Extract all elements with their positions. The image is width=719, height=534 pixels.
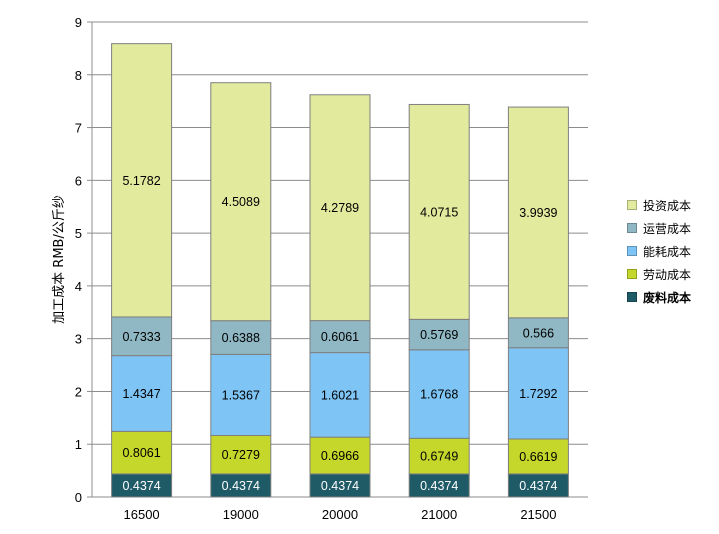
legend-label: 投资成本 [643, 198, 692, 213]
y-tick-label: 8 [75, 68, 82, 83]
data-label: 3.9939 [519, 206, 557, 220]
data-label: 4.5089 [222, 195, 260, 209]
data-label: 0.6619 [519, 450, 557, 464]
data-label: 0.6749 [420, 450, 458, 464]
data-label: 1.6021 [321, 388, 359, 402]
data-label: 0.4374 [420, 479, 458, 493]
bar-segment [210, 320, 272, 355]
bar-segment [507, 106, 569, 319]
legend-swatch [627, 292, 637, 302]
data-label: 0.6061 [321, 330, 359, 344]
bar-segment [309, 436, 371, 475]
data-label: 0.566 [523, 326, 554, 340]
legend-label: 废料成本 [643, 290, 692, 305]
data-label: 0.6966 [321, 449, 359, 463]
bar-segment [408, 318, 470, 351]
legend-swatch [627, 246, 637, 256]
bar-segment [210, 434, 272, 475]
bar-segment [309, 94, 371, 322]
data-label: 1.4347 [122, 387, 160, 401]
bar-segment [507, 317, 569, 349]
data-label: 4.0715 [420, 205, 458, 219]
bar-segment [111, 43, 173, 318]
y-tick-label: 7 [75, 121, 82, 136]
bar-segment [111, 355, 173, 432]
x-tick-label: 19000 [223, 507, 259, 522]
bar-segment [408, 349, 470, 439]
y-tick-label: 6 [75, 173, 82, 188]
x-tick-label: 16500 [124, 507, 160, 522]
bar-segment [210, 353, 272, 436]
x-tick-label: 21000 [421, 507, 457, 522]
y-tick-label: 0 [75, 490, 82, 505]
data-label: 1.6768 [420, 388, 458, 402]
x-tick-label: 20000 [322, 507, 358, 522]
data-label: 0.6388 [222, 331, 260, 345]
bar-segment [408, 103, 470, 320]
legend-label: 运营成本 [643, 221, 692, 236]
legend-item: 废料成本 [627, 287, 719, 307]
bar-segment [210, 82, 272, 322]
data-label: 1.7292 [519, 387, 557, 401]
data-label: 0.7333 [122, 330, 160, 344]
y-tick-label: 5 [75, 226, 82, 241]
data-label: 0.4374 [519, 479, 557, 493]
data-label: 1.5367 [222, 388, 260, 402]
legend-label: 劳动成本 [643, 267, 692, 282]
data-label: 0.8061 [122, 446, 160, 460]
data-label: 5.1782 [122, 174, 160, 188]
legend-swatch [627, 200, 637, 210]
legend-item: 运营成本 [627, 218, 719, 238]
bar-segment [309, 320, 371, 354]
data-label: 0.4374 [222, 479, 260, 493]
data-label: 0.5769 [420, 328, 458, 342]
y-tick-label: 4 [75, 279, 82, 294]
bar-segment [309, 352, 371, 438]
bar-segment [111, 316, 173, 357]
bar-segment [507, 347, 569, 440]
legend-item: 投资成本 [627, 195, 719, 215]
y-tick-label: 9 [75, 15, 82, 30]
legend-item: 能耗成本 [627, 241, 719, 261]
y-tick-label: 1 [75, 437, 82, 452]
legend: 投资成本运营成本能耗成本劳动成本废料成本 [627, 195, 719, 310]
legend-item: 劳动成本 [627, 264, 719, 284]
data-label: 4.2789 [321, 201, 359, 215]
y-tick-label: 3 [75, 332, 82, 347]
data-label: 0.4374 [321, 479, 359, 493]
y-axis-title: 加工成本 RMB/公斤纱 [52, 195, 67, 324]
legend-label: 能耗成本 [643, 244, 692, 259]
y-tick-label: 2 [75, 384, 82, 399]
data-label: 0.4374 [122, 479, 160, 493]
bar-segment [507, 438, 569, 475]
bar-segment [408, 437, 470, 475]
x-tick-label: 21500 [520, 507, 556, 522]
legend-swatch [627, 223, 637, 233]
data-label: 0.7279 [222, 448, 260, 462]
legend-swatch [627, 269, 637, 279]
